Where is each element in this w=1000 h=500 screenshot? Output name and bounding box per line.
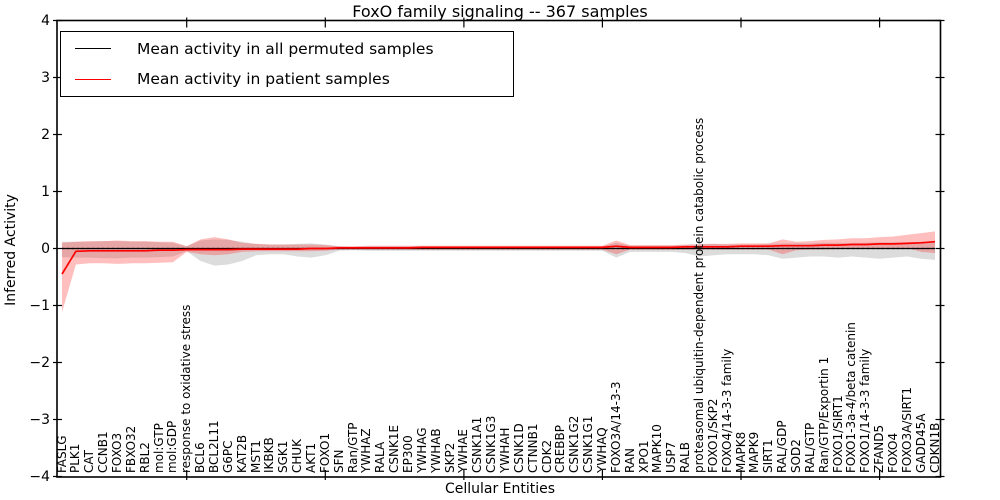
x-tick-label: FOXO3A/14-3-3 bbox=[608, 381, 623, 473]
x-tick-label: FOXO1/SKP2 bbox=[705, 398, 720, 473]
x-tick-label: RAN bbox=[622, 447, 637, 473]
x-tick-label: CSNK1D bbox=[511, 423, 526, 473]
x-tick-label: XPO1 bbox=[636, 440, 651, 473]
x-tick-label: RAL/GTP bbox=[802, 422, 817, 473]
x-tick-label: KAT2B bbox=[234, 434, 249, 473]
x-tick-label: FOXO3 bbox=[109, 432, 124, 473]
x-tick-label: FOXO4/14-3-3 family bbox=[719, 348, 734, 473]
x-tick-label: SKP2 bbox=[442, 442, 457, 473]
x-tick-label: SIRT1 bbox=[761, 439, 776, 473]
x-tick-label: response to oxidative stress bbox=[179, 304, 194, 473]
x-tick-label: RBL2 bbox=[137, 442, 152, 473]
x-tick-label: IKBKB bbox=[262, 437, 277, 473]
x-tick-label: CSNK1G2 bbox=[567, 415, 582, 473]
x-tick-label: YWHAE bbox=[456, 428, 471, 473]
x-tick-label: mol:GTP bbox=[151, 423, 166, 473]
x-tick-label: FASLG bbox=[54, 435, 69, 473]
y-tick-label: −2 bbox=[29, 354, 50, 371]
x-tick-label: CAT bbox=[82, 450, 97, 473]
x-tick-label: RAL/GDP bbox=[775, 420, 790, 473]
x-tick-label: YWHAH bbox=[497, 427, 512, 473]
x-tick-label: FBXO32 bbox=[123, 425, 138, 473]
x-tick-label: G6PC bbox=[220, 440, 235, 473]
x-tick-label: YWHAG bbox=[414, 427, 429, 473]
x-axis-label: Cellular Entities bbox=[444, 481, 556, 497]
legend-label-patient: Mean activity in patient samples bbox=[137, 70, 390, 89]
x-tick-label: FOXO4 bbox=[885, 432, 900, 473]
x-tick-label: RALA bbox=[373, 441, 388, 473]
y-tick-label: 4 bbox=[41, 12, 50, 29]
x-tick-label: mol:GDP bbox=[165, 420, 180, 473]
permuted-line-swatch bbox=[75, 48, 111, 50]
legend-label-permuted: Mean activity in all permuted samples bbox=[137, 39, 434, 58]
x-tick-label: MAPK9 bbox=[747, 431, 762, 473]
x-tick-label: FOXO3A/SIRT1 bbox=[899, 387, 914, 473]
patient-line-swatch bbox=[75, 78, 111, 80]
x-tick-label: SOD2 bbox=[788, 439, 803, 473]
x-tick-label: Ran/GTP bbox=[345, 422, 360, 473]
y-tick-label: −3 bbox=[29, 411, 50, 428]
y-tick-label: 1 bbox=[41, 183, 50, 200]
y-tick-label: 3 bbox=[41, 69, 50, 86]
x-tick-label: Ran/GTP/Exportin 1 bbox=[816, 356, 831, 473]
x-tick-label: CDKN1B bbox=[927, 422, 942, 473]
x-tick-label: FOXO1/SIRT1 bbox=[830, 395, 845, 473]
x-tick-label: FOXO1/14-3-3 family bbox=[858, 348, 873, 473]
x-tick-label: CSNK1A1 bbox=[470, 416, 485, 473]
x-tick-label: CCNB1 bbox=[96, 431, 111, 473]
x-tick-label: GADD45A bbox=[913, 413, 928, 473]
x-tick-label: EP300 bbox=[400, 435, 415, 473]
x-tick-label: BCL2L11 bbox=[206, 420, 221, 473]
legend-item-permuted: Mean activity in all permuted samples bbox=[61, 35, 513, 63]
x-tick-label: proteasomal ubiquitin-dependent protein … bbox=[691, 117, 706, 473]
x-tick-label: YWHAQ bbox=[594, 427, 609, 473]
chart-title: FoxO family signaling -- 367 samples bbox=[352, 2, 648, 21]
x-tick-label: CSNK1G1 bbox=[581, 415, 596, 473]
x-tick-label: SGK1 bbox=[276, 440, 291, 473]
legend: Mean activity in all permuted samples Me… bbox=[60, 31, 514, 97]
x-tick-label: CSNK1G3 bbox=[484, 415, 499, 473]
x-tick-label: USP7 bbox=[664, 441, 679, 473]
x-tick-label: MAPK8 bbox=[733, 431, 748, 473]
x-tick-label: CDK2 bbox=[539, 439, 554, 473]
x-tick-label: AKT1 bbox=[303, 442, 318, 473]
y-tick-label: −1 bbox=[29, 297, 50, 314]
x-tick-label: MST1 bbox=[248, 440, 263, 473]
x-tick-label: YWHAZ bbox=[359, 428, 374, 473]
patient-mean-line bbox=[61, 240, 936, 275]
y-tick-label: 2 bbox=[41, 126, 50, 143]
x-tick-label: RALB bbox=[678, 442, 693, 473]
patient-samples-std-band bbox=[62, 231, 935, 313]
y-tick-label: −4 bbox=[29, 468, 50, 485]
x-tick-label: PLK1 bbox=[68, 443, 83, 473]
x-tick-label: CTNNB1 bbox=[525, 423, 540, 473]
legend-item-patient: Mean activity in patient samples bbox=[61, 65, 513, 93]
x-tick-label: CREBBP bbox=[553, 425, 568, 473]
x-tick-label: FOXO1 bbox=[317, 432, 332, 473]
x-tick-label: BCL6 bbox=[193, 442, 208, 473]
x-tick-label: ZFAND5 bbox=[872, 424, 887, 473]
x-tick-label: FOXO1-3a-4/beta catenin bbox=[844, 322, 859, 473]
y-tick-label: 0 bbox=[41, 240, 50, 257]
x-tick-label: CSNK1E bbox=[387, 424, 402, 473]
x-tick-label: CHUK bbox=[290, 438, 305, 473]
x-tick-label: SFN bbox=[331, 449, 346, 474]
x-tick-label: MAPK10 bbox=[650, 424, 665, 473]
x-tick-label: YWHAB bbox=[428, 428, 443, 473]
